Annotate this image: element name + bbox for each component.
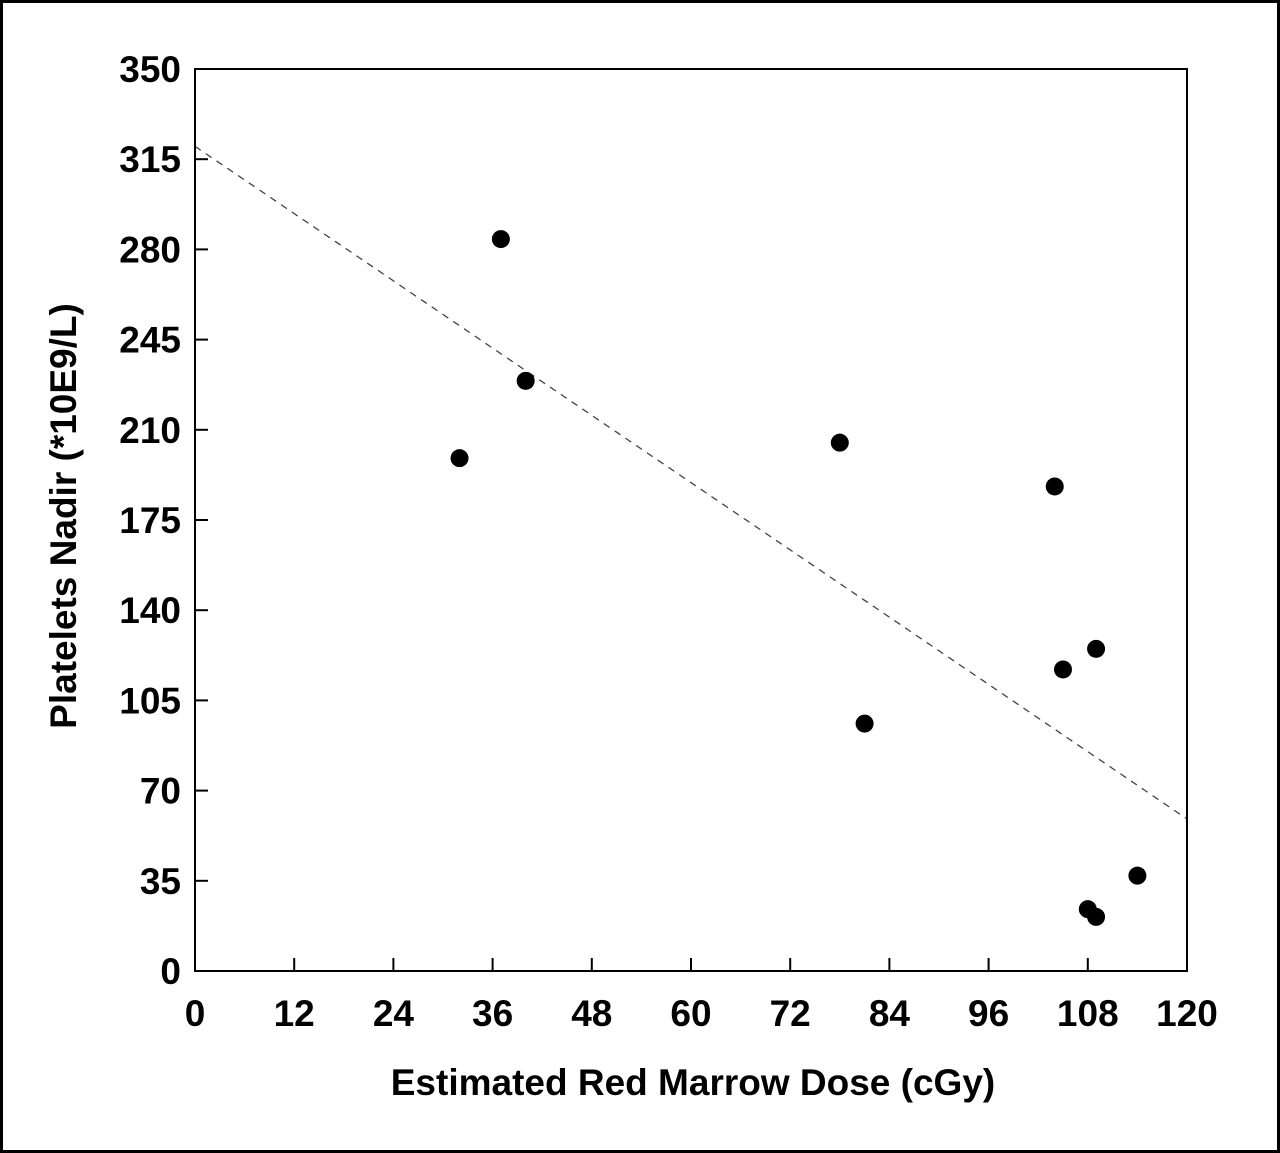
x-tick-label: 48 [571,993,612,1034]
y-tick-label: 245 [119,320,181,361]
y-tick-label: 315 [119,139,181,180]
data-point [1128,866,1147,885]
trendline-layer [194,145,1188,820]
x-axis-label: Estimated Red Marrow Dose (cGy) [391,1062,995,1103]
data-point [1087,639,1106,658]
data-points [450,230,1147,926]
y-tick-label: 105 [119,680,181,721]
trendline [194,145,1188,820]
data-point [830,433,849,452]
data-point [516,371,535,390]
x-tick-label: 108 [1057,993,1119,1034]
x-tick-label: 12 [274,993,315,1034]
x-tick-label: 84 [869,993,911,1034]
data-point [855,714,874,733]
y-axis-label: Platelets Nadir (*10E9/L) [43,303,84,729]
scatter-chart: 0 12 24 36 48 60 72 84 96 108 120 0 35 70 105 140 175 21… [43,49,1218,1103]
y-tick-label: 350 [119,49,181,90]
y-tick-label: 140 [119,590,181,631]
data-point [491,230,510,249]
x-tick-label: 36 [472,993,513,1034]
x-tick-label: 72 [770,993,811,1034]
x-axis-ticks: 0 12 24 36 48 60 72 84 96 108 120 [185,958,1218,1034]
y-tick-label: 175 [119,500,181,541]
data-point [450,449,469,468]
data-point [1045,477,1064,496]
y-tick-label: 280 [119,229,181,270]
y-tick-label: 70 [140,771,181,812]
x-tick-label: 120 [1156,993,1218,1034]
y-tick-label: 35 [140,861,181,902]
y-tick-label: 0 [160,951,181,992]
data-point [1054,660,1072,679]
x-tick-label: 96 [968,993,1009,1034]
plot-area [194,68,1188,972]
x-tick-label: 60 [670,993,711,1034]
x-tick-label: 24 [373,993,415,1034]
y-tick-label: 210 [119,410,181,451]
y-axis-ticks: 0 35 70 105 140 175 210 245 280 315 350 [119,49,208,992]
x-tick-label: 0 [185,993,206,1034]
data-point [1087,907,1106,926]
